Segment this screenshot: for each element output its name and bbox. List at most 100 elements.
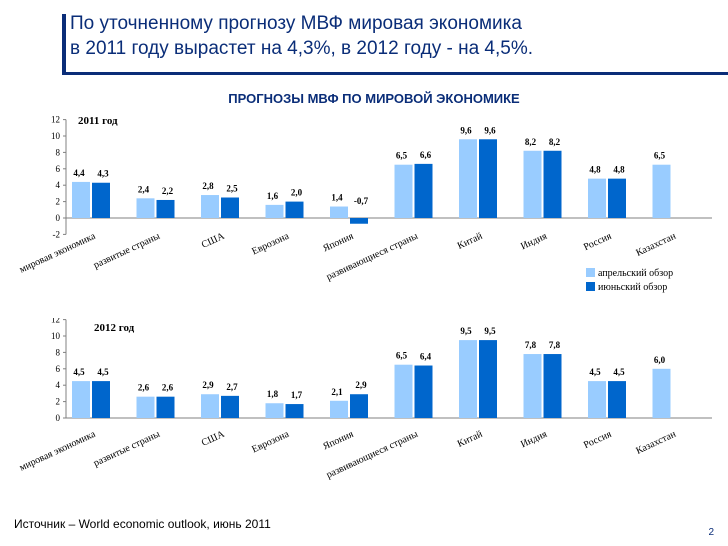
slide-title-line-2: в 2011 году вырастет на 4,3%, в 2012 год… [70,38,534,59]
y-tick-label: 8 [56,347,61,357]
category-label: Казахстан [634,230,678,258]
bar-june [479,139,497,218]
data-label: 4,4 [73,168,85,178]
y-tick-label: 0 [56,213,61,223]
y-tick-label: 10 [51,331,61,341]
data-label: 8,2 [549,137,561,147]
bar-april [459,139,477,218]
category-label: Индия [519,231,549,253]
y-tick-label: 8 [56,147,61,157]
y-tick-label: -2 [53,229,61,239]
category-label: Россия [582,231,614,254]
panel-title: 2012 год [94,322,135,334]
bar-june [414,163,433,218]
legend-swatch [586,282,595,291]
bar-june [92,381,110,418]
data-label: 1,6 [267,191,279,201]
y-tick-label: 6 [56,364,61,374]
bar-june [414,365,433,418]
bar-april [201,394,219,418]
panel-title: 2011 год [78,115,118,127]
category-label: Китай [456,428,485,449]
y-tick-label: 10 [51,131,61,141]
header-underline [62,72,728,75]
bar-june [479,340,497,418]
bar-june [221,197,239,218]
chart-2012: 0 2 4 6 8 10 12 2012 год 4,5 4,5 мировая экономика… [18,318,712,481]
data-label: 2,6 [162,383,174,393]
data-label: 6,0 [654,355,666,365]
bar-june [156,396,175,418]
data-label: 6,4 [420,352,432,362]
y-tick-label: 0 [56,413,61,423]
data-label: 2,7 [226,382,238,392]
data-label: 9,5 [460,326,472,336]
data-label: 4,5 [97,367,109,377]
data-label: 6,5 [396,351,408,361]
y-tick-label: 4 [56,180,61,190]
source-note: Источник – World economic outlook, июнь … [14,517,271,531]
data-label: 1,8 [267,389,279,399]
chart-heading: ПРОГНОЗЫ МВФ ПО МИРОВОЙ ЭКОНОМИКЕ [228,91,520,106]
bar-june [156,199,175,218]
data-label: 2,5 [226,184,238,194]
data-label: 9,6 [484,125,496,135]
category-label: США [200,428,227,448]
bar-april [523,150,542,218]
data-label: 4,5 [73,367,85,377]
bar-june [285,201,304,218]
data-label: 6,6 [420,150,432,160]
data-label: 4,5 [613,367,625,377]
y-tick-label: 2 [56,397,61,407]
category-label: США [200,230,227,250]
data-label: 4,8 [613,165,625,175]
slide-title: По уточненному прогнозу МВФ мировая экон… [70,11,710,61]
y-tick-label: 4 [56,380,61,390]
category-label: развитые страны [92,231,162,271]
bar-april [72,181,90,218]
category-label: Индия [519,429,549,451]
data-label: 9,5 [484,326,496,336]
bar-june [543,150,562,218]
bar-april [652,368,671,418]
bar-april [201,195,219,218]
bar-april [394,164,413,218]
data-label: 2,9 [202,380,214,390]
category-label: Китай [456,230,485,251]
legend-label: апрельский обзор [598,268,673,279]
bar-april [394,364,413,418]
category-label: Япония [321,231,355,255]
data-label: 2,6 [138,383,150,393]
bar-june [350,394,368,418]
category-label: Казахстан [634,428,678,456]
bar-april [459,340,477,418]
data-label: 2,8 [202,181,214,191]
data-label: 6,5 [654,151,666,161]
data-label: 2,1 [331,387,343,397]
data-label: 4,5 [589,367,601,377]
data-label: 9,6 [460,125,472,135]
category-label: Япония [321,429,355,453]
bar-april [588,178,606,218]
bar-june [608,178,626,218]
data-label: 7,8 [549,340,561,350]
bar-june [221,395,239,418]
category-label: мировая экономика [18,429,98,474]
category-label: Россия [582,429,614,452]
bar-april [330,206,348,218]
data-label: 2,0 [291,188,303,198]
data-label: 4,8 [589,165,601,175]
bar-april [652,164,671,218]
legend-swatch [586,268,595,277]
data-label: 2,2 [162,186,174,196]
bar-april [136,198,155,218]
bar-april [265,403,284,418]
legend-label: июньский обзор [598,282,667,293]
bar-april [523,354,542,418]
data-label: 2,9 [355,380,367,390]
bar-april [265,204,284,218]
header-accent-bar [62,14,66,72]
data-label: 4,3 [97,169,109,179]
y-tick-label: 12 [51,115,60,125]
